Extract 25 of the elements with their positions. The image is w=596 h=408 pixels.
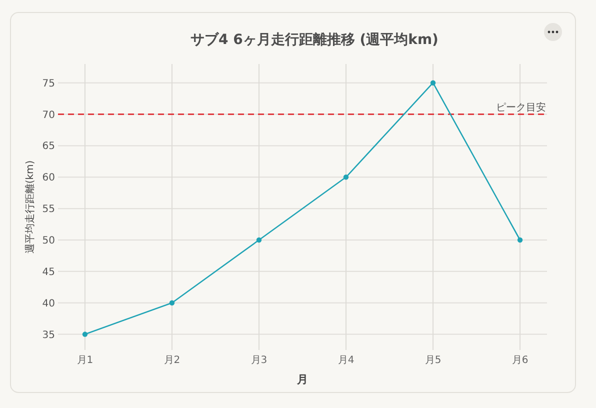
x-tick-label: 月4 xyxy=(338,355,354,366)
x-tick-label: 月2 xyxy=(164,355,180,366)
ref-line-label: ピーク目安 xyxy=(496,101,546,114)
y-tick-label: 60 xyxy=(42,172,55,184)
x-tick-label: 月1 xyxy=(76,355,94,366)
y-tick-label: 40 xyxy=(42,298,55,310)
point xyxy=(430,80,436,86)
point xyxy=(256,237,262,243)
y-tick-label: 35 xyxy=(42,330,55,341)
y-tick-label: 55 xyxy=(42,204,55,216)
x-tick-label: 月3 xyxy=(250,355,268,366)
y-tick-label: 45 xyxy=(42,266,55,278)
point xyxy=(343,174,349,180)
y-tick-label: 70 xyxy=(42,110,55,121)
y-tick-label: 50 xyxy=(42,236,55,246)
point xyxy=(169,300,175,306)
x-axis-title: 月 xyxy=(296,373,308,386)
point xyxy=(517,237,523,243)
x-tick-label: 月6 xyxy=(512,355,528,366)
x-tick-label: 月5 xyxy=(424,355,442,366)
y-axis-title: 週平均走行距離(km) xyxy=(24,160,36,254)
y-tick-label: 65 xyxy=(42,141,55,152)
chart-title: サブ4 6ヶ月走行距離推移 (週平均km) xyxy=(190,31,438,48)
point xyxy=(82,332,88,337)
y-tick-label: 75 xyxy=(42,78,55,90)
